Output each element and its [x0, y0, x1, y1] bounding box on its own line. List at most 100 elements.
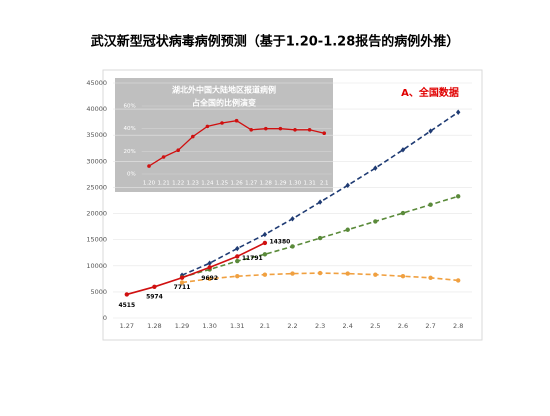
x-tick-label: 2.4 — [343, 322, 353, 330]
marker — [124, 292, 130, 297]
marker — [373, 219, 378, 224]
marker — [455, 194, 461, 199]
marker — [205, 124, 210, 129]
y-tick-label: 0 — [103, 314, 107, 322]
marker — [235, 258, 240, 264]
inset-subtitle: 占全国的比例演变 — [192, 98, 256, 108]
y-tick-label: 20% — [123, 149, 135, 155]
data-label: 5974 — [146, 293, 163, 300]
y-tick-label: 0% — [127, 172, 136, 178]
x-tick-label: 1.27 — [120, 322, 134, 330]
x-tick-label: 1.20 — [143, 181, 156, 187]
y-tick-label: 35000 — [86, 131, 107, 139]
y-tick-label: 25000 — [86, 183, 107, 191]
marker — [235, 245, 240, 252]
x-tick-label: 1.23 — [187, 181, 200, 187]
marker — [207, 260, 212, 266]
marker — [317, 270, 323, 276]
marker — [428, 275, 433, 280]
chart-title: 武汉新型冠状病毒病例预测（基于1.20-1.28报告的病例外推） — [91, 34, 460, 50]
marker — [262, 240, 268, 246]
marker — [345, 182, 350, 189]
marker — [249, 128, 253, 132]
marker — [455, 278, 461, 283]
x-tick-label: 1.29 — [175, 322, 189, 330]
marker — [152, 284, 157, 290]
x-tick-label: 1.29 — [274, 181, 287, 187]
marker — [428, 202, 433, 207]
x-tick-label: 1.25 — [216, 181, 229, 187]
y-tick-label: 20000 — [86, 210, 107, 218]
data-label: 4515 — [118, 302, 135, 309]
y-tick-label: 10000 — [86, 262, 107, 270]
x-tick-label: 1.31 — [303, 181, 315, 187]
marker — [400, 147, 406, 153]
x-tick-label: 2.2 — [287, 322, 297, 330]
y-tick-label: 40% — [123, 126, 135, 132]
marker — [307, 128, 312, 132]
marker — [179, 280, 185, 285]
x-tick-label: 1.26 — [230, 181, 243, 187]
marker — [207, 265, 212, 270]
marker — [147, 164, 151, 168]
y-tick-label: 5000 — [90, 288, 107, 296]
x-tick-label: 2.7 — [425, 322, 435, 330]
marker — [234, 118, 239, 123]
x-tick-label: 1.27 — [245, 181, 258, 187]
x-tick-label: 1.22 — [172, 181, 184, 187]
marker — [345, 271, 350, 276]
marker — [290, 244, 295, 249]
marker — [373, 272, 378, 277]
data-label: 11791 — [242, 255, 263, 262]
marker — [317, 199, 323, 205]
marker — [262, 231, 268, 238]
marker — [317, 235, 323, 241]
y-tick-label: 40000 — [86, 105, 107, 113]
marker — [176, 148, 180, 152]
marker — [161, 155, 166, 159]
marker — [293, 128, 297, 132]
marker — [264, 126, 268, 131]
marker — [322, 131, 327, 135]
marker — [262, 252, 268, 257]
marker — [400, 274, 406, 279]
x-tick-label: 1.30 — [202, 322, 216, 330]
x-tick-label: 1.30 — [289, 181, 302, 187]
x-tick-label: 1.31 — [230, 322, 244, 330]
inset-title: 湖北外中国大陆地区报道病例 — [172, 85, 276, 95]
y-tick-label: 15000 — [86, 236, 107, 244]
series-line — [126, 242, 266, 296]
marker — [207, 276, 212, 282]
x-tick-label: 2.3 — [315, 322, 325, 330]
x-tick-label: 2.1 — [320, 181, 329, 187]
marker — [191, 134, 195, 139]
x-tick-label: 2.5 — [370, 322, 380, 330]
marker — [373, 165, 378, 171]
marker — [235, 274, 240, 279]
marker — [290, 216, 295, 222]
x-tick-label: 1.24 — [201, 181, 214, 187]
marker — [220, 121, 224, 125]
marker — [400, 210, 406, 216]
data-label: 14380 — [269, 238, 290, 245]
y-tick-label: 60% — [123, 104, 135, 110]
x-tick-label: 2.1 — [260, 322, 270, 330]
marker — [345, 227, 350, 232]
annotation: A、全国数据 — [401, 86, 459, 99]
marker — [235, 254, 240, 259]
x-tick-label: 2.6 — [398, 322, 408, 330]
y-tick-label: 45000 — [86, 79, 107, 87]
data-label: 9692 — [201, 275, 218, 282]
marker — [290, 271, 295, 276]
y-tick-label: 30000 — [86, 157, 107, 165]
x-tick-label: 2.8 — [453, 322, 463, 330]
marker — [455, 109, 461, 115]
marker — [428, 128, 433, 134]
x-tick-label: 1.28 — [260, 181, 273, 187]
data-label: 7711 — [174, 284, 191, 291]
x-tick-label: 1.28 — [147, 322, 161, 330]
marker — [278, 126, 283, 131]
marker — [179, 275, 185, 280]
